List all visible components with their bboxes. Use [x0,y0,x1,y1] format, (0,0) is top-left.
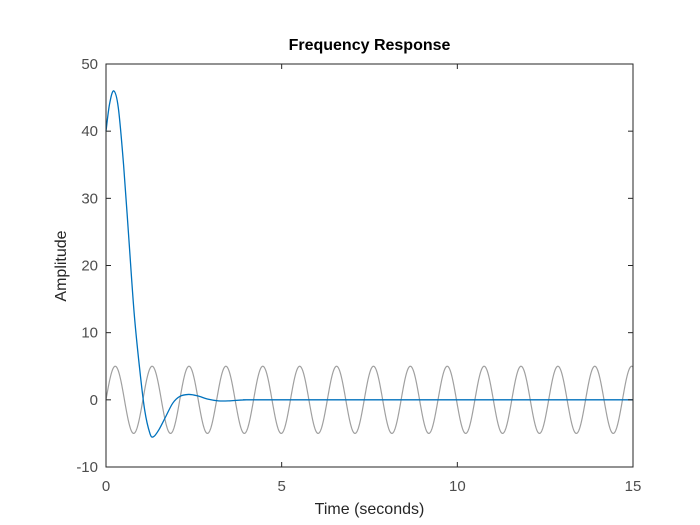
series-input-sinusoid [105,365,634,435]
series-response [105,90,633,438]
y-tick-label: 10 [81,325,98,342]
x-tick-label: 5 [277,478,285,495]
x-tick-label: 15 [625,478,642,495]
y-tick-label: 20 [81,258,98,275]
y-tick-label: 30 [81,190,98,207]
x-axis-label: Time (seconds) [315,501,425,518]
y-axis-label: Amplitude [53,230,70,301]
series-layer [105,90,634,438]
y-tick-label: 40 [81,123,98,140]
plot-area [106,64,633,467]
y-tick-label: 50 [81,56,98,73]
y-tick-label: -10 [76,459,98,476]
x-tick-label: 0 [102,478,110,495]
chart-title: Frequency Response [289,37,451,54]
x-tick-label: 10 [449,478,466,495]
y-tick-label: 0 [90,392,98,409]
